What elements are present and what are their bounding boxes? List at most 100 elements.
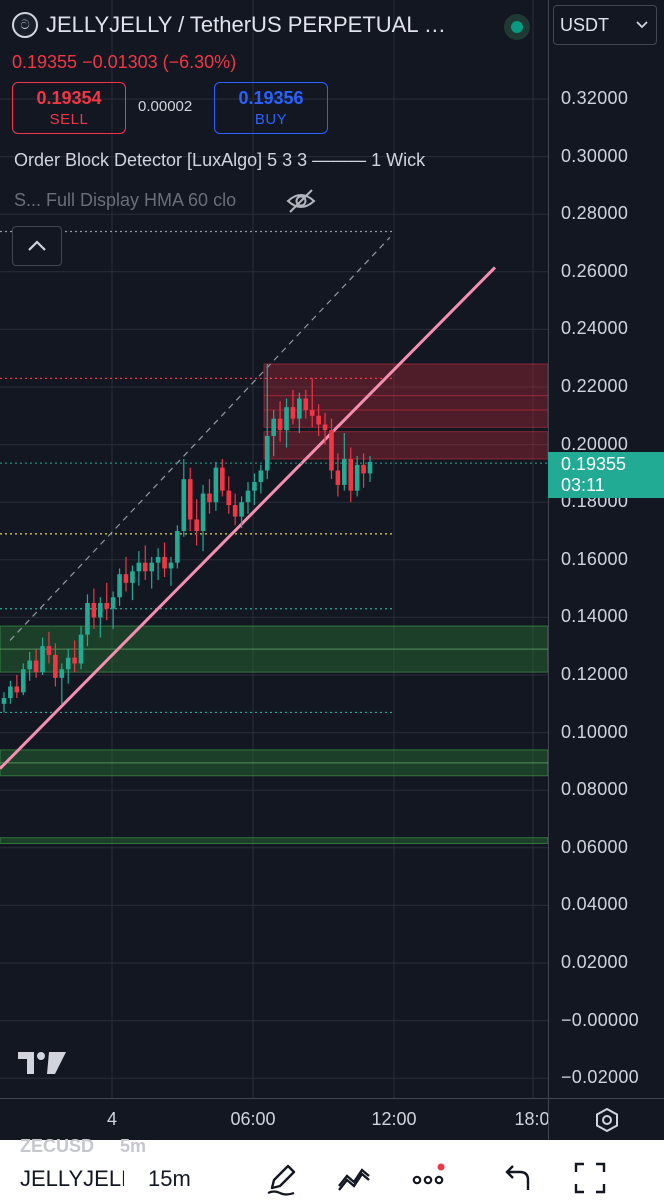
candle-body xyxy=(220,467,225,491)
candle-body xyxy=(1,698,7,704)
candle-body xyxy=(367,461,373,474)
bar-countdown: 03:11 xyxy=(561,475,605,495)
chevron-down-icon xyxy=(636,21,648,29)
candle-body xyxy=(264,435,270,471)
candle-body xyxy=(104,603,110,609)
chevron-up-icon xyxy=(28,240,46,251)
bearish-order-block xyxy=(263,363,548,428)
candle-body xyxy=(40,646,45,673)
price-tick-label: 0.20000 xyxy=(561,433,629,454)
candle-body xyxy=(322,424,328,431)
candle-body xyxy=(175,531,180,563)
price-tick-label: 0.28000 xyxy=(561,203,629,224)
candle-body xyxy=(187,479,193,520)
candle-body xyxy=(91,603,97,618)
candle-body xyxy=(85,603,90,635)
candle-body xyxy=(181,479,187,531)
candle-body xyxy=(8,686,13,699)
time-tick-label: 12:00 xyxy=(371,1109,417,1129)
candle-body xyxy=(284,407,289,431)
fullscreen-icon[interactable] xyxy=(572,1160,608,1196)
symbol-title[interactable]: JELLYJELLY / TetherUS PERPETUAL … xyxy=(46,12,446,37)
jellyjelly-logo-icon: ට xyxy=(12,12,38,38)
settings-hexagon-icon xyxy=(595,1107,618,1132)
time-axis[interactable]: 4 06:00 12:00 18:0 xyxy=(0,1098,550,1140)
candle-body xyxy=(239,502,244,517)
current-price-value: 0.19355 xyxy=(561,454,627,474)
candle-body xyxy=(168,562,174,569)
indicator-hma[interactable]: S... Full Display HMA 60 clo xyxy=(14,190,237,210)
eye-off-icon[interactable] xyxy=(286,188,316,214)
candle-body xyxy=(354,464,360,491)
candle-body xyxy=(59,669,65,678)
undo-icon[interactable] xyxy=(498,1160,534,1196)
price-tick-label: 0.14000 xyxy=(561,606,629,627)
candle-body xyxy=(297,398,302,419)
bearish-order-block xyxy=(263,431,548,460)
candle-body xyxy=(33,660,39,673)
price-tick-label: −0.00000 xyxy=(561,1009,639,1030)
candle-body xyxy=(130,571,135,583)
price-tick-label: 0.06000 xyxy=(561,836,629,857)
price-tick-label: 0.16000 xyxy=(561,548,629,569)
candle-body xyxy=(277,418,283,431)
axis-settings-button[interactable] xyxy=(548,1098,664,1140)
time-tick-label: 06:00 xyxy=(230,1109,276,1129)
candle-body xyxy=(361,464,366,474)
time-tick-label: 18:0 xyxy=(514,1109,550,1129)
candle-body xyxy=(78,634,84,664)
buy-button[interactable]: 0.19356 BUY xyxy=(214,82,328,134)
candle-body xyxy=(335,470,341,485)
price-tick-label: −0.02000 xyxy=(561,1067,639,1088)
candle-body xyxy=(213,467,219,503)
candle-body xyxy=(316,415,321,425)
price-tick-label: 0.08000 xyxy=(561,779,629,800)
candle-body xyxy=(142,562,148,572)
bullish-order-block xyxy=(0,837,548,844)
sell-button[interactable]: 0.19354 SELL xyxy=(12,82,126,134)
candle-body xyxy=(290,407,296,419)
price-tick-label: 0.12000 xyxy=(561,664,629,684)
candle-body xyxy=(252,482,257,491)
price-tick-label: 0.32000 xyxy=(561,88,629,108)
interval-button[interactable]: 15m xyxy=(148,1166,191,1191)
price-tick-label: 0.22000 xyxy=(561,376,629,396)
drawing-pen-icon[interactable] xyxy=(264,1160,300,1196)
price-change: 0.19355 −0.01303 (−6.30%) xyxy=(12,52,237,72)
currency-select[interactable]: USDT xyxy=(553,5,657,45)
sell-label: SELL xyxy=(49,111,89,128)
ghost-interval: 5m xyxy=(120,1136,147,1156)
candle-body xyxy=(123,574,129,583)
time-tick-label: 4 xyxy=(106,1109,118,1129)
indicator-order-block-detector[interactable]: Order Block Detector [LuxAlgo] 5 3 3 ———… xyxy=(14,150,426,170)
buy-label: BUY xyxy=(254,111,288,128)
symbol-title-row[interactable]: ට JELLYJELLY / TetherUS PERPETUAL … xyxy=(12,12,446,38)
collapse-legend-button[interactable] xyxy=(12,226,62,266)
candle-body xyxy=(46,646,52,655)
chart-area[interactable] xyxy=(0,0,548,1098)
candle-body xyxy=(329,430,334,471)
price-chart[interactable] xyxy=(0,0,548,1098)
indicators-icon[interactable] xyxy=(336,1160,372,1196)
candle-body xyxy=(110,597,116,609)
price-tick-label: 0.04000 xyxy=(561,894,629,915)
bottom-toolbar xyxy=(0,1140,664,1200)
candle-body xyxy=(207,493,212,503)
price-axis[interactable]: 0.32000 0.30000 0.28000 0.26000 0.24000 0.220… xyxy=(548,0,664,1098)
candle-body xyxy=(348,459,354,491)
price-tick-label: 0.24000 xyxy=(561,318,629,339)
more-menu-icon[interactable] xyxy=(410,1160,446,1196)
tradingview-logo-icon xyxy=(18,1052,66,1074)
price-tick-label: 0.10000 xyxy=(561,721,629,742)
price-tick-label: 0.02000 xyxy=(561,952,629,972)
candle-body xyxy=(14,686,20,693)
candle-body xyxy=(258,470,264,483)
candle-body xyxy=(303,398,309,411)
symbol-search-button[interactable]: JELLYJELLY xyxy=(20,1166,124,1191)
market-status-icon[interactable] xyxy=(504,14,530,40)
channel-dashed-line xyxy=(9,236,391,641)
spread-value: 0.00002 xyxy=(138,98,193,115)
price-tick-label: 0.30000 xyxy=(561,145,629,166)
candle-body xyxy=(27,660,32,670)
previous-symbol-ghost: ZECUSD 5m xyxy=(20,1136,146,1157)
